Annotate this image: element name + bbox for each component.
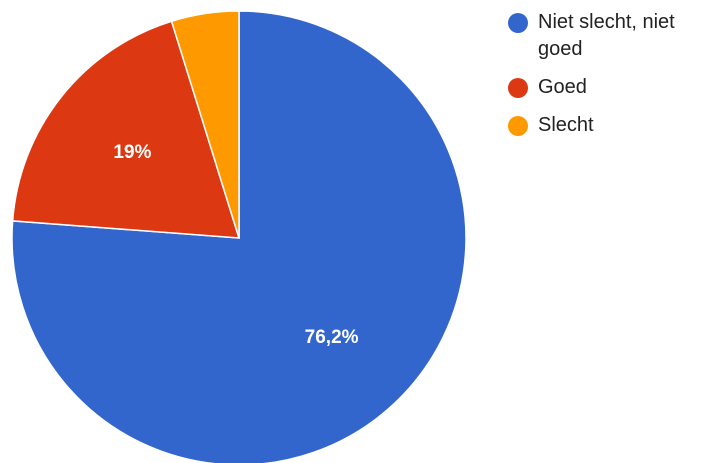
- slice-label-goed: 19%: [113, 142, 151, 163]
- legend-swatch-slecht: [508, 116, 528, 136]
- legend-swatch-goed: [508, 78, 528, 98]
- legend-item-goed[interactable]: Goed: [508, 74, 703, 101]
- legend-item-niet-slecht-niet-goed[interactable]: Niet slecht, niet goed: [508, 9, 703, 63]
- legend-swatch-niet-slecht-niet-goed: [508, 13, 528, 33]
- pie-slice-slecht[interactable]: [170, 10, 240, 239]
- legend-label-niet-slecht-niet-goed: Niet slecht, niet goed: [538, 11, 675, 60]
- pie-slice-goed[interactable]: [11, 20, 241, 239]
- pie-chart: 76,2% 19%: [11, 10, 467, 463]
- pie-slice-niet-slecht-niet-goed[interactable]: [11, 10, 467, 463]
- legend: Niet slecht, niet goed Goed Slecht: [508, 9, 703, 150]
- legend-item-slecht[interactable]: Slecht: [508, 112, 703, 139]
- slice-label-niet-slecht-niet-goed: 76,2%: [305, 327, 359, 348]
- legend-label-goed: Goed: [538, 76, 587, 98]
- legend-label-slecht: Slecht: [538, 114, 594, 136]
